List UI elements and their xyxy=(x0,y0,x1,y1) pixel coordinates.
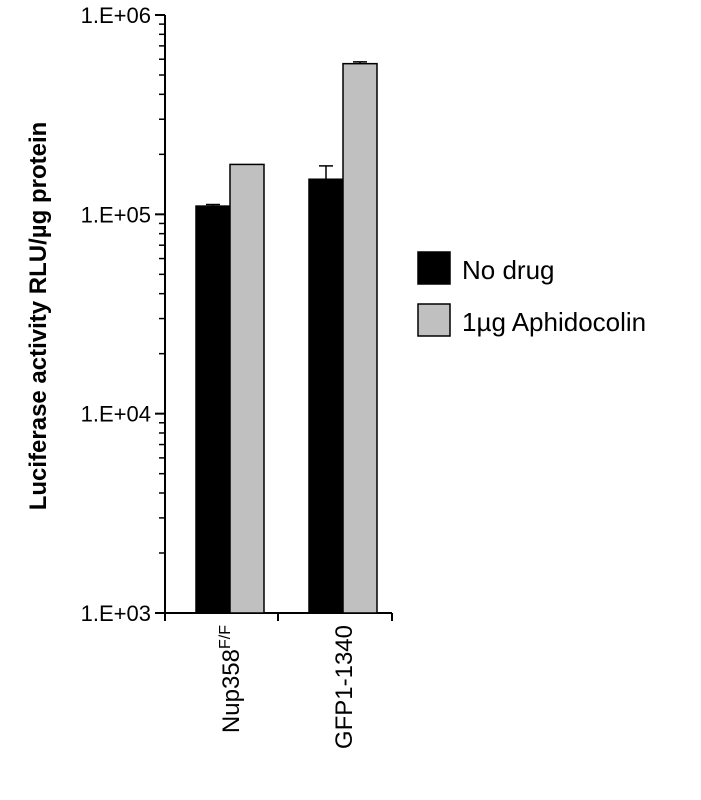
legend-label-0: No drug xyxy=(462,255,555,285)
bars xyxy=(195,62,378,614)
legend-swatch-1 xyxy=(417,303,451,337)
legend: No drug 1µg Aphidocolin xyxy=(417,251,646,337)
y-tick-label: 1.E+06 xyxy=(81,3,151,28)
axes: 1.E+03 1.E+04 1.E+05 1.E+06 xyxy=(81,3,393,626)
bar-aphidocolin-1 xyxy=(342,62,378,614)
y-tick-label: 1.E+04 xyxy=(81,402,151,427)
error-bars xyxy=(206,61,367,207)
legend-label-1: 1µg Aphidocolin xyxy=(462,307,646,337)
category-labels: Nup358F/F GFP1-1340 xyxy=(217,625,358,749)
category-label-1: GFP1-1340 xyxy=(331,625,358,749)
bar-no-drug-1 xyxy=(308,178,344,614)
y-tick-label: 1.E+05 xyxy=(81,202,151,227)
category-label-0: Nup358F/F xyxy=(217,625,245,733)
legend-swatch-0 xyxy=(417,251,451,285)
y-axis-label: Luciferase activity RLU/µg protein xyxy=(25,122,52,511)
y-tick-label: 1.E+03 xyxy=(81,601,151,626)
bar-aphidocolin-0 xyxy=(229,163,265,614)
bar-no-drug-0 xyxy=(195,205,231,614)
